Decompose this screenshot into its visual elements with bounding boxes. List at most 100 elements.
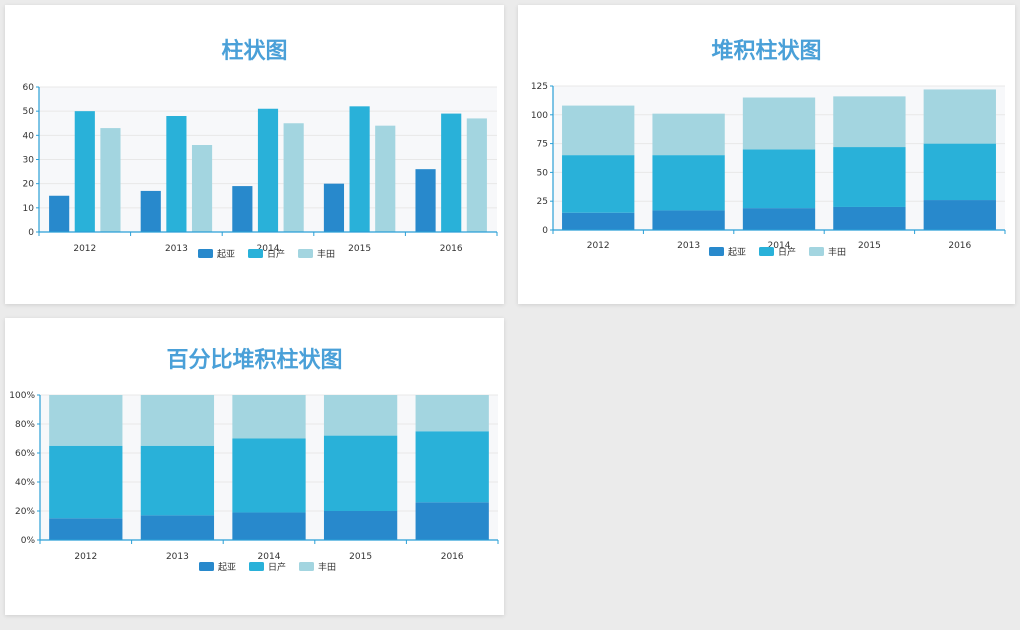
- bar-chart: 0 10 20 30 40 50 60 2012 2013 2014 2015 2016 起亚 日产 丰田: [23, 83, 498, 260]
- bar-segment-起亚-2012: [562, 212, 635, 230]
- x-tick-label: 2016: [948, 241, 971, 251]
- legend-label: 丰田: [828, 246, 846, 258]
- bar-segment-日产-2015: [323, 435, 398, 511]
- y-tick-label: 125: [531, 82, 548, 92]
- legend-label: 起亚: [728, 247, 746, 258]
- y-tick-label: 50: [537, 168, 549, 178]
- y-tick-label: 0: [542, 226, 548, 236]
- bar-segment-起亚-2016: [415, 502, 489, 540]
- y-tick-label: 100: [531, 111, 548, 121]
- bar-起亚-2016: [415, 169, 436, 232]
- bar-segment-丰田-2015: [323, 395, 398, 436]
- y-tick-label: 0: [28, 228, 34, 238]
- bar-丰田-2014: [283, 123, 304, 232]
- bar-segment-丰田-2014: [232, 395, 306, 439]
- y-tick-label: 0%: [21, 536, 36, 546]
- bar-segment-日产-2016: [923, 143, 996, 201]
- bar-日产-2015: [349, 106, 370, 232]
- legend-label: 起亚: [218, 562, 236, 573]
- y-tick-label: 40: [23, 131, 35, 141]
- x-tick-label: 2013: [165, 244, 188, 254]
- legend-swatch-日产: [759, 247, 774, 256]
- bar-segment-丰田-2016: [923, 89, 996, 144]
- bar-segment-日产-2014: [742, 149, 816, 209]
- x-tick-label: 2016: [440, 244, 463, 254]
- legend-label: 起亚: [217, 249, 235, 260]
- percent-stacked-bar-chart: 0% 20% 40% 60% 80% 100% 2012 2013 2014 2015 2016 起亚…: [9, 391, 499, 573]
- legend-label: 日产: [267, 248, 285, 260]
- bar-日产-2014: [257, 108, 279, 232]
- chart-title: 堆积柱状图: [711, 39, 822, 64]
- bar-日产-2013: [166, 116, 187, 232]
- legend-swatch-丰田: [298, 249, 313, 258]
- legend-label: 日产: [268, 561, 286, 573]
- bar-segment-丰田-2013: [652, 113, 725, 156]
- x-tick-label: 2015: [858, 241, 881, 251]
- legend-swatch-日产: [249, 562, 264, 571]
- x-tick-label: 2016: [441, 552, 464, 562]
- x-tick-label: 2013: [166, 552, 189, 562]
- legend-swatch-起亚: [199, 562, 214, 571]
- y-tick-label: 80%: [15, 420, 35, 430]
- x-tick-label: 2013: [677, 241, 700, 251]
- bar-segment-起亚-2012: [49, 518, 123, 540]
- chart-card-stacked-bar: 堆积柱状图 0 25 50 75 100 125 2012 2013 2014 2015 2016 起…: [518, 5, 1015, 304]
- bar-segment-起亚-2014: [232, 512, 306, 540]
- legend-swatch-丰田: [299, 562, 314, 571]
- bar-segment-丰田-2012: [562, 105, 635, 156]
- bar-segment-起亚-2013: [140, 515, 215, 540]
- x-tick-label: 2015: [348, 244, 371, 254]
- legend-swatch-起亚: [709, 247, 724, 256]
- bar-丰田-2015: [375, 125, 396, 232]
- bar-segment-日产-2014: [232, 438, 306, 513]
- x-tick-label: 2012: [587, 241, 610, 251]
- y-tick-label: 30: [23, 156, 35, 166]
- y-tick-label: 75: [537, 140, 548, 150]
- x-tick-label: 2014: [257, 244, 280, 254]
- legend-swatch-丰田: [809, 247, 824, 256]
- bar-segment-起亚-2015: [323, 511, 398, 540]
- y-tick-label: 20%: [15, 507, 35, 517]
- bar-丰田-2016: [466, 118, 487, 232]
- y-tick-label: 20: [23, 180, 35, 190]
- y-tick-label: 60: [23, 83, 35, 93]
- legend-label: 丰田: [317, 248, 335, 260]
- y-tick-label: 10: [23, 204, 35, 214]
- legend-label: 日产: [778, 246, 796, 258]
- chart-title: 百分比堆积柱状图: [166, 348, 343, 373]
- bar-segment-日产-2013: [140, 445, 215, 516]
- y-tick-label: 50: [23, 107, 35, 117]
- bar-segment-丰田-2014: [742, 97, 816, 150]
- x-tick-label: 2014: [258, 552, 281, 562]
- chart-card-percent-stacked-bar: 百分比堆积柱状图 0% 20% 40% 60% 80% 100% 2012 2013 2014 2…: [5, 318, 504, 615]
- x-tick-label: 2012: [73, 244, 96, 254]
- bar-segment-日产-2012: [562, 155, 635, 213]
- bar-起亚-2015: [323, 183, 345, 232]
- bar-起亚-2014: [232, 186, 253, 232]
- bar-segment-起亚-2015: [833, 206, 906, 230]
- x-tick-label: 2015: [349, 552, 372, 562]
- x-tick-label: 2014: [768, 241, 791, 251]
- x-tick-label: 2012: [74, 552, 97, 562]
- bar-segment-日产-2013: [652, 155, 725, 211]
- bar-segment-丰田-2015: [833, 96, 906, 148]
- bar-segment-丰田-2016: [415, 395, 489, 432]
- legend-swatch-起亚: [198, 249, 213, 258]
- y-tick-label: 25: [537, 197, 548, 207]
- legend-label: 丰田: [318, 561, 336, 573]
- bar-segment-起亚-2014: [742, 208, 816, 230]
- chart-title: 柱状图: [221, 39, 288, 64]
- bar-segment-起亚-2016: [923, 200, 996, 230]
- bar-segment-丰田-2012: [49, 395, 123, 446]
- bar-segment-起亚-2013: [652, 210, 725, 230]
- bar-日产-2016: [441, 113, 462, 232]
- bar-日产-2012: [74, 111, 95, 232]
- bar-segment-丰田-2013: [140, 395, 215, 446]
- bar-起亚-2013: [140, 190, 161, 232]
- y-tick-label: 100%: [9, 391, 35, 401]
- legend-swatch-日产: [248, 249, 263, 258]
- bar-起亚-2012: [49, 195, 70, 232]
- bar-segment-日产-2012: [49, 445, 123, 519]
- bar-丰田-2013: [191, 145, 213, 232]
- bar-segment-日产-2015: [833, 147, 906, 207]
